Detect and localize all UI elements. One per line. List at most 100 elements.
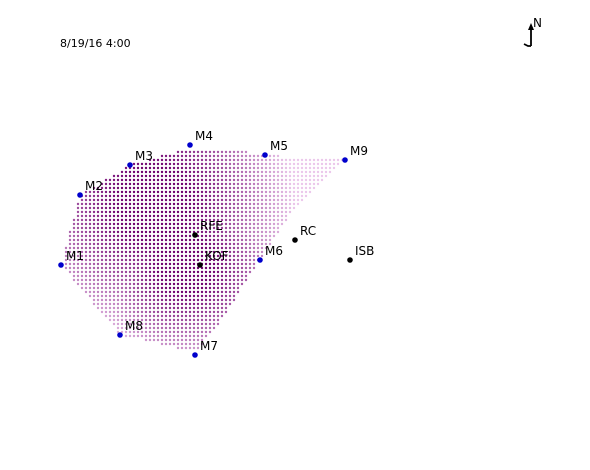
- field-dot: [328, 158, 332, 162]
- field-dot: [316, 178, 320, 182]
- field-dot: [304, 178, 308, 182]
- field-dot: [240, 222, 244, 226]
- field-dot: [180, 318, 184, 322]
- field-dot: [188, 150, 192, 154]
- field-dot: [184, 182, 188, 186]
- field-dot: [252, 230, 256, 234]
- field-dot: [184, 198, 188, 202]
- field-dot: [108, 274, 112, 278]
- field-dot: [192, 274, 196, 278]
- field-dot: [208, 262, 212, 266]
- field-dot: [176, 190, 180, 194]
- field-dot: [196, 250, 200, 254]
- field-dot: [164, 262, 168, 266]
- field-dot: [192, 250, 196, 254]
- field-dot: [116, 314, 120, 318]
- field-dot: [152, 318, 156, 322]
- field-dot: [216, 302, 220, 306]
- field-dot: [120, 274, 124, 278]
- field-dot: [280, 214, 284, 218]
- field-dot: [96, 302, 100, 306]
- field-dot: [220, 210, 224, 214]
- field-dot: [288, 170, 292, 174]
- field-dot: [96, 226, 100, 230]
- field-dot: [116, 182, 120, 186]
- field-dot: [144, 238, 148, 242]
- field-dot: [72, 222, 76, 226]
- monitor-label-m2: M2: [85, 179, 103, 193]
- field-dot: [144, 194, 148, 198]
- field-dot: [192, 338, 196, 342]
- field-dot: [316, 158, 320, 162]
- field-dot: [168, 270, 172, 274]
- field-dot: [228, 286, 232, 290]
- field-dot: [124, 242, 128, 246]
- field-dot: [264, 190, 268, 194]
- field-dot: [68, 230, 72, 234]
- field-dot: [148, 210, 152, 214]
- field-dot: [88, 222, 92, 226]
- field-dot: [72, 226, 76, 230]
- field-dot: [192, 174, 196, 178]
- field-dot: [248, 266, 252, 270]
- field-dot: [264, 158, 268, 162]
- field-dot: [184, 202, 188, 206]
- field-dot: [92, 210, 96, 214]
- field-dot: [96, 266, 100, 270]
- field-dot: [176, 318, 180, 322]
- field-dot: [172, 210, 176, 214]
- field-dot: [172, 282, 176, 286]
- field-dot: [188, 326, 192, 330]
- field-dot: [176, 346, 180, 350]
- field-dot: [192, 294, 196, 298]
- field-dot: [148, 282, 152, 286]
- field-dot: [140, 334, 144, 338]
- field-dot: [160, 182, 164, 186]
- field-dot: [244, 226, 248, 230]
- field-dot: [168, 286, 172, 290]
- field-dot: [164, 318, 168, 322]
- field-dot: [156, 226, 160, 230]
- field-dot: [112, 218, 116, 222]
- field-dot: [184, 334, 188, 338]
- field-dot: [248, 194, 252, 198]
- field-dot: [136, 262, 140, 266]
- field-dot: [164, 266, 168, 270]
- field-dot: [228, 230, 232, 234]
- field-dot: [272, 190, 276, 194]
- field-dot: [216, 190, 220, 194]
- field-dot: [296, 194, 300, 198]
- field-dot: [312, 182, 316, 186]
- field-dot: [132, 214, 136, 218]
- field-dot: [260, 226, 264, 230]
- field-dot: [104, 194, 108, 198]
- field-dot: [172, 162, 176, 166]
- field-dot: [216, 214, 220, 218]
- field-dot: [116, 218, 120, 222]
- field-dot: [200, 310, 204, 314]
- field-dot: [116, 234, 120, 238]
- field-dot: [236, 258, 240, 262]
- field-dot: [188, 186, 192, 190]
- field-dot: [72, 246, 76, 250]
- field-dot: [68, 258, 72, 262]
- field-dot: [116, 222, 120, 226]
- field-dot: [248, 170, 252, 174]
- field-dot: [168, 178, 172, 182]
- field-dot: [136, 274, 140, 278]
- field-dot: [268, 182, 272, 186]
- field-dot: [156, 198, 160, 202]
- field-dot: [244, 194, 248, 198]
- field-dot: [124, 174, 128, 178]
- field-dot: [224, 202, 228, 206]
- field-dot: [248, 210, 252, 214]
- field-dot: [176, 342, 180, 346]
- field-dot: [220, 222, 224, 226]
- field-dot: [208, 270, 212, 274]
- field-dot: [256, 234, 260, 238]
- field-dot: [184, 170, 188, 174]
- field-dot: [148, 270, 152, 274]
- field-dot: [104, 246, 108, 250]
- field-dot: [100, 202, 104, 206]
- field-dot: [284, 178, 288, 182]
